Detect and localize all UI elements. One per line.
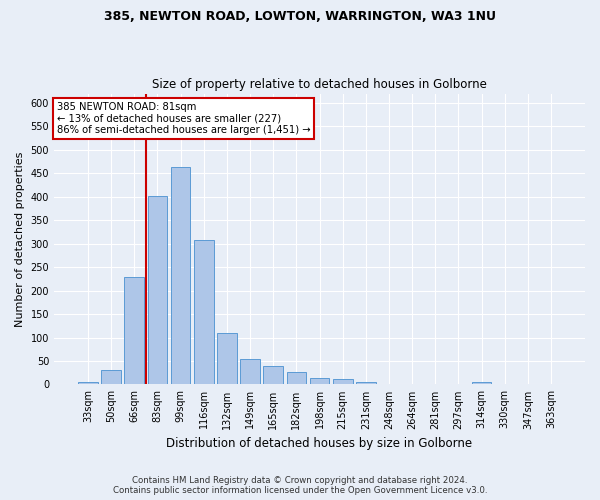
Bar	[356, 382, 376, 384]
Bar	[472, 382, 491, 384]
Title: Size of property relative to detached houses in Golborne: Size of property relative to detached ho…	[152, 78, 487, 91]
Text: Contains HM Land Registry data © Crown copyright and database right 2024.
Contai: Contains HM Land Registry data © Crown c…	[113, 476, 487, 495]
Bar	[310, 378, 329, 384]
Bar	[263, 366, 283, 384]
Bar	[78, 382, 98, 384]
Bar	[194, 240, 214, 384]
Y-axis label: Number of detached properties: Number of detached properties	[15, 152, 25, 326]
Bar	[148, 196, 167, 384]
Bar	[240, 359, 260, 384]
Bar	[217, 333, 237, 384]
Bar	[287, 372, 306, 384]
Text: 385, NEWTON ROAD, LOWTON, WARRINGTON, WA3 1NU: 385, NEWTON ROAD, LOWTON, WARRINGTON, WA…	[104, 10, 496, 23]
Bar	[171, 167, 190, 384]
X-axis label: Distribution of detached houses by size in Golborne: Distribution of detached houses by size …	[166, 437, 473, 450]
Bar	[124, 278, 144, 384]
Text: 385 NEWTON ROAD: 81sqm
← 13% of detached houses are smaller (227)
86% of semi-de: 385 NEWTON ROAD: 81sqm ← 13% of detached…	[56, 102, 310, 136]
Bar	[101, 370, 121, 384]
Bar	[333, 380, 353, 384]
